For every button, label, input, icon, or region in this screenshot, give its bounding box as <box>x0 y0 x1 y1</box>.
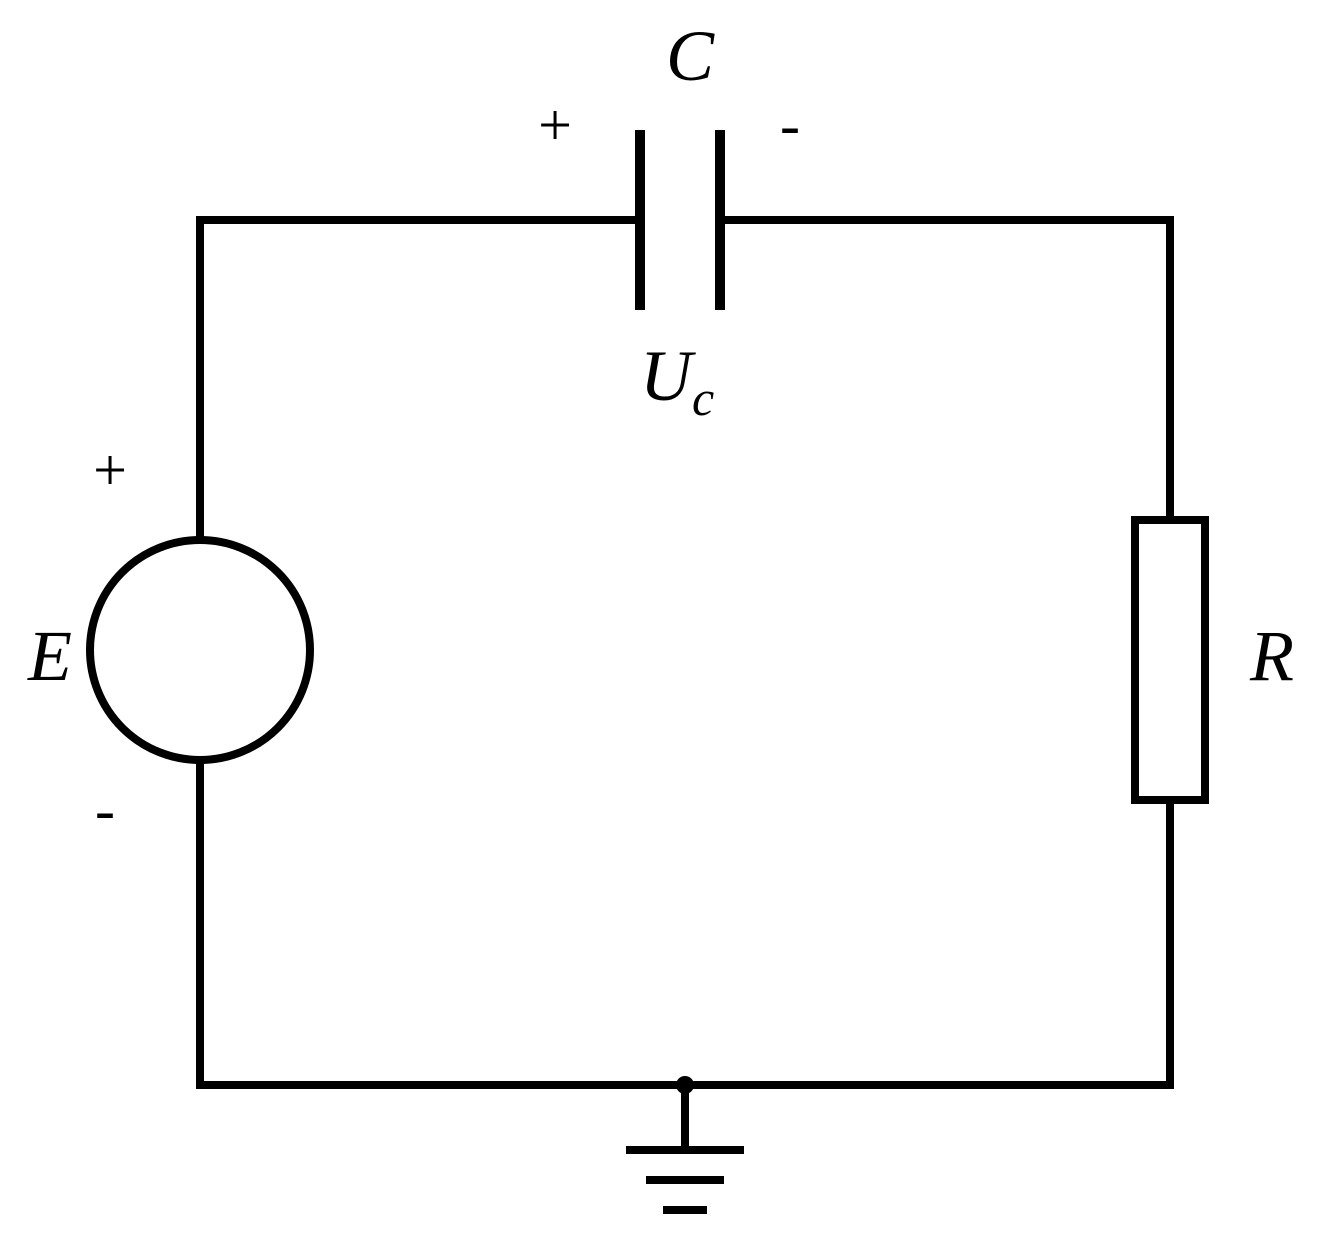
resistor-label: R <box>1249 616 1294 696</box>
circuit-diagram: E+-C+-UcR <box>0 0 1337 1238</box>
source-minus-sign: - <box>95 777 115 843</box>
resistor <box>1135 520 1205 800</box>
capacitor-plus-sign: + <box>538 92 572 158</box>
source-plus-sign: + <box>93 437 127 503</box>
capacitor-voltage-label-subscript: c <box>692 370 714 426</box>
capacitor-label: C <box>666 16 715 96</box>
source-label: E <box>27 616 72 696</box>
capacitor-minus-sign: - <box>780 92 800 158</box>
